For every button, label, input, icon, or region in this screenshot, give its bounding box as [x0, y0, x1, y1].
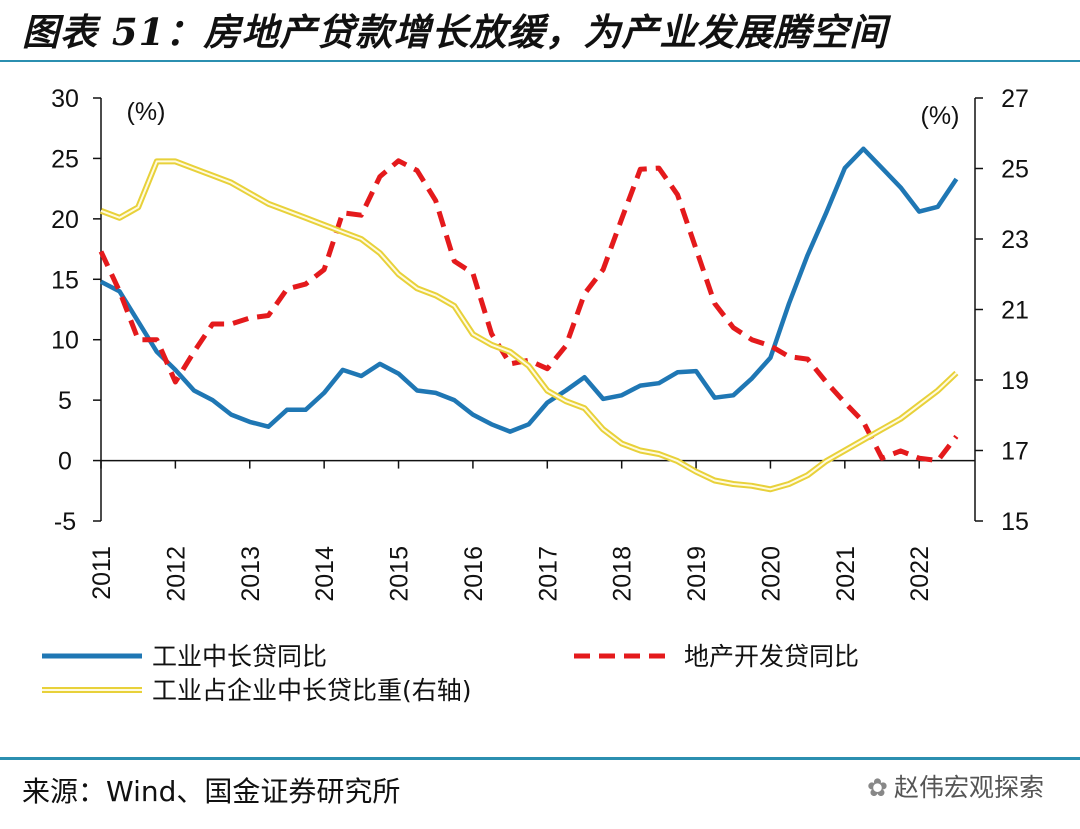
right-tick-label: 17 [1001, 438, 1029, 466]
x-tick-label: 2016 [460, 546, 488, 602]
x-tick-label: 2015 [386, 546, 414, 602]
right-tick-label: 27 [1001, 85, 1029, 113]
legend-industry-loan-label: 工业中长贷同比 [152, 642, 327, 671]
x-tick-label: 2021 [832, 546, 860, 602]
left-tick-label: 30 [51, 85, 79, 113]
x-tick-label: 2013 [237, 546, 265, 602]
left-tick-label: -5 [54, 508, 76, 536]
series-line-industry-loan [99, 146, 959, 434]
right-tick-label: 25 [1001, 156, 1029, 184]
left-tick-label: 10 [51, 327, 79, 355]
top-rule [0, 60, 1080, 62]
x-tick-label: 2011 [88, 546, 116, 600]
left-axis-unit: (%) [127, 98, 166, 126]
wechat-icon: ✿ [867, 773, 888, 802]
x-tick-label: 2012 [162, 546, 190, 602]
bottom-rule [0, 757, 1080, 760]
left-tick-label: 20 [51, 206, 79, 234]
right-tick-label: 15 [1001, 508, 1029, 536]
series-line-real-estate-loan [98, 158, 959, 464]
x-tick-label: 2019 [683, 546, 711, 602]
left-tick-label: 0 [58, 448, 72, 476]
right-tick-label: 21 [1001, 297, 1029, 325]
x-tick-label: 2022 [906, 546, 934, 602]
right-tick-label: 23 [1001, 226, 1029, 254]
left-tick-label: 5 [58, 387, 72, 415]
left-tick-label: 15 [51, 266, 79, 294]
legend-real-estate-loan-label: 地产开发贷同比 [684, 642, 859, 671]
watermark: ✿ 赵伟宏观探索 [867, 768, 1044, 804]
chart-title: 图表 51：房地产贷款增长放缓，为产业发展腾空间 [22, 10, 888, 54]
chart: -5 0 5 10 15 20 25 30 15 17 19 21 23 25 27 (%) (%) 2011 20… [42, 85, 1029, 705]
x-tick-label: 2020 [757, 546, 785, 602]
x-tick-label: 2018 [609, 546, 637, 602]
x-tick-label: 2014 [311, 546, 339, 602]
right-axis-unit: (%) [921, 102, 960, 130]
legend-industry-share-label: 工业占企业中长贷比重(右轴) [152, 676, 472, 705]
series-line-industry-share-inner [100, 160, 958, 491]
source-note: 来源：Wind、国金证券研究所 [22, 775, 401, 808]
watermark-text: 赵伟宏观探索 [893, 773, 1044, 802]
left-tick-label: 25 [51, 145, 79, 173]
right-tick-label: 19 [1001, 367, 1029, 395]
x-tick-label: 2017 [534, 546, 562, 602]
